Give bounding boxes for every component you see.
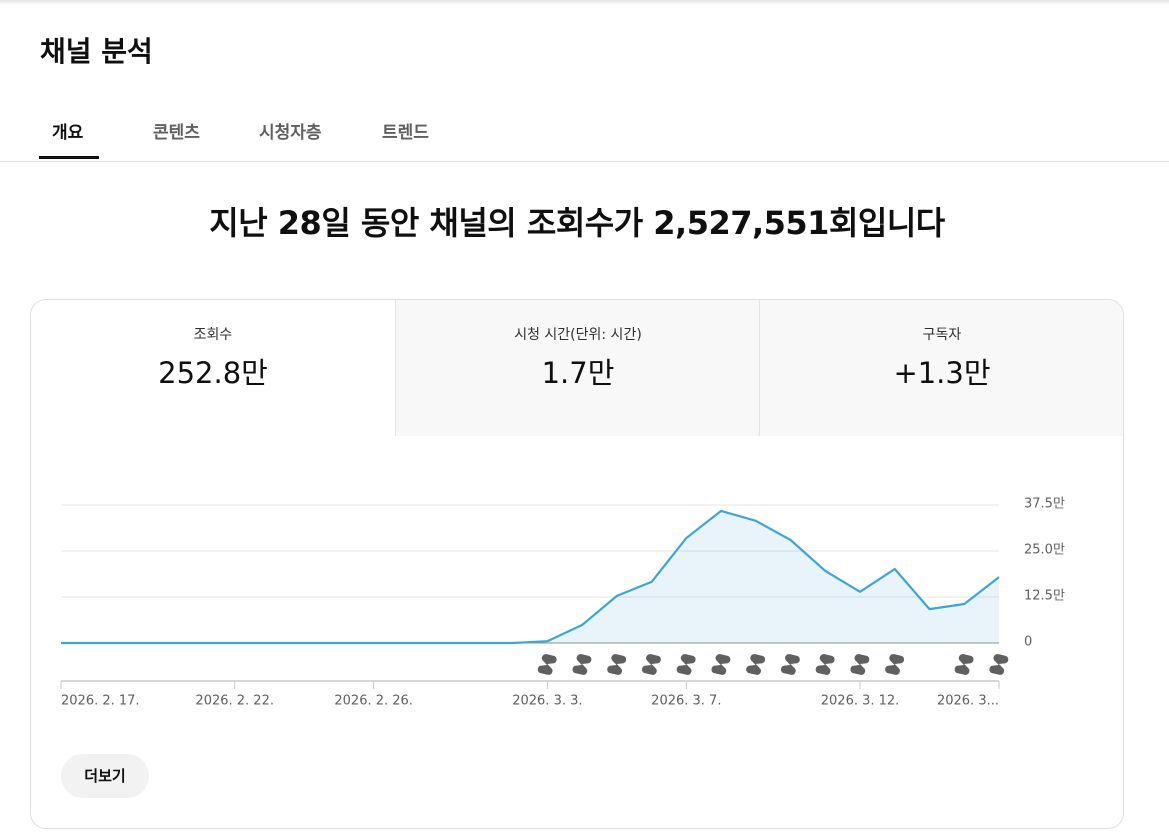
tab[interactable]: 콘텐츠: [153, 123, 200, 143]
top-shadow: [0, 0, 1169, 5]
y-tick-label: 12.5만: [1024, 589, 1065, 604]
analytics-card: 조회수 252.8만 시청 시간(단위: 시간) 1.7만 구독자 +1.3만 …: [30, 299, 1124, 829]
y-tick-label: 0: [1024, 635, 1032, 650]
shorts-icon: [746, 654, 766, 675]
tab-bar: 개요 콘텐츠 시청자층 트렌드: [0, 110, 1169, 162]
chart: 0 12.5만 25.0만 37.5만 2026. 2. 17. 2026. 2. 22.…: [60, 497, 1065, 709]
shorts-icon: [954, 654, 974, 675]
shorts-icon: [676, 654, 696, 675]
shorts-icon: [780, 654, 800, 675]
shorts-icon: [815, 654, 835, 675]
x-tick-label: 2026. 2. 26.: [334, 694, 413, 709]
tab[interactable]: 시청자층: [259, 123, 322, 143]
shorts-icon: [537, 654, 557, 675]
x-tick-label: 2026. 3. 12.: [821, 694, 900, 709]
x-tick-label: 2026. 3. 3.: [512, 694, 582, 709]
x-tick-label: 2026. 2. 17.: [61, 694, 140, 709]
tab-indicator: [39, 156, 99, 159]
headline: 지난 28일 동안 채널의 조회수가 2,527,551회입니다: [209, 204, 945, 242]
metric-label: 시청 시간(단위: 시간): [514, 327, 642, 343]
line: [61, 509, 1000, 645]
shorts-icon: [711, 654, 731, 675]
y-tick-label: 25.0만: [1024, 543, 1065, 558]
shorts-icon: [850, 654, 870, 675]
shorts-icon: [641, 654, 661, 675]
x-tick-label: 2026. 2. 22.: [195, 694, 274, 709]
shorts-icon: [572, 654, 592, 675]
tab[interactable]: 개요: [52, 123, 84, 143]
metric-value: +1.3만: [893, 356, 991, 390]
x-tick-label: 2026. 3...: [937, 694, 999, 709]
tab[interactable]: 트렌드: [382, 123, 429, 143]
metric-tab[interactable]: 시청 시간(단위: 시간) 1.7만: [395, 300, 760, 436]
metric-value: 1.7만: [541, 356, 615, 390]
shorts-icon: [885, 654, 905, 675]
metric-tab[interactable]: 조회수 252.8만: [31, 300, 395, 436]
shorts-icon: [607, 654, 627, 675]
page-title: 채널 분석: [40, 35, 153, 68]
metric-label: 구독자: [922, 327, 962, 343]
metric-value: 252.8만: [158, 356, 268, 390]
metric-tab[interactable]: 구독자 +1.3만: [759, 300, 1123, 436]
more-button[interactable]: 더보기: [61, 754, 149, 798]
x-tick-label: 2026. 3. 7.: [651, 694, 721, 709]
area-fill: [61, 510, 999, 643]
shorts-icon: [989, 654, 1009, 675]
shorts-markers: [537, 654, 1009, 675]
metric-label: 조회수: [193, 327, 233, 343]
y-tick-label: 37.5만: [1024, 497, 1065, 512]
